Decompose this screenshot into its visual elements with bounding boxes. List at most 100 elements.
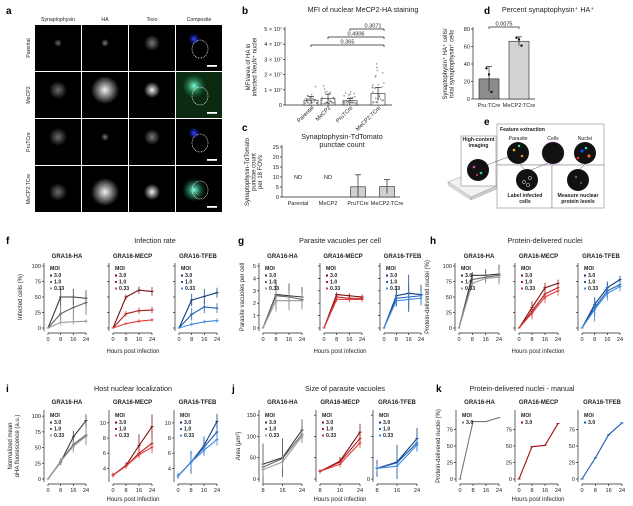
x-tick-label: 16 [286,337,292,343]
y-tick-label: 8 [103,436,106,442]
subplot-title: GRA16-HA [464,400,495,406]
x-tick-label: MeCP2 [315,105,332,122]
y-tick-label: 150 [247,413,256,419]
x-tick-label: 8 [335,337,338,343]
data-point [383,82,385,84]
legend-marker [265,421,267,424]
legend-entry: 3.0 [588,420,595,426]
y-tick-label: 40 [464,62,470,68]
chart-title: Host nuclear localization [94,384,172,393]
y-tick-label: 10 [165,421,171,427]
data-point [347,94,350,96]
chart-i: Host nuclear localization Hours post infe… [8,384,220,503]
workflow-arrows [486,156,586,171]
data-point [332,97,335,100]
x-tick-label: 24 [617,337,623,343]
y-tick-label: 2 × 10⁷ [264,72,282,79]
legend-entry: 1.0 [383,427,390,433]
y-axis-label: Normalized mean [8,422,14,469]
legend-title: MOI [180,413,190,419]
legend-marker [115,274,117,277]
significance-bracket [488,26,520,29]
series-line [581,279,621,329]
panel-label-d: d [484,6,490,17]
x-tick-label: 8 [594,488,597,494]
data-point [343,100,345,103]
x-tick-label: PruTCre [347,201,368,207]
nd-label: ND [294,175,302,181]
legend-entry: 3.0 [390,273,397,279]
panel-label-e: e [484,117,490,128]
micrograph-tile [129,25,175,71]
subplot: GRA16-HA 0 25 50 75 100 0 8 16 24 3.01.00.33 MOI [443,254,502,343]
micrograph-tile [176,119,222,165]
x-tick-label: 24 [149,337,155,343]
series-3.0 [382,274,423,329]
y-tick-label: 75 [447,428,453,434]
legend-entry: 1.0 [390,280,397,286]
series-3.0 [46,414,88,480]
x-tick-label: 0 [111,488,114,494]
data-point [347,97,350,99]
y-axis-label: MFI/area of HA in [246,44,252,91]
data-point [355,102,357,105]
data-point [381,72,384,74]
row-label: PruTCre [26,132,32,152]
series-0.33 [517,285,560,329]
legend-marker [461,287,463,290]
legend-marker [326,274,328,277]
legend-marker [584,421,586,424]
data-point [349,93,351,95]
x-tick-label: 0 [176,488,179,494]
chart-g: Parasite vacuoles per cell Hours post inf… [240,236,424,355]
data-point [376,101,379,104]
legend-marker [322,421,324,424]
legend-marker [265,281,267,283]
labeled-cells-image [516,169,538,191]
y-tick-label: 6 [103,451,106,457]
series-0.33 [580,281,622,329]
data-point [353,92,355,95]
x-tick-label: Pru:TCre [478,103,501,109]
y-tick-label: 50 [447,444,453,450]
column-header: Toxo [147,17,158,23]
series-3.0 [111,286,154,329]
series-line [262,300,302,329]
legend-entry: 1.0 [465,280,472,286]
nuclei-channel-image [574,142,596,164]
series-3.0 [458,417,501,480]
data-point [353,101,356,104]
y-tick-label: 75 [35,280,41,286]
legend-title: MOI [461,266,471,272]
y-tick-label: 75 [569,428,575,434]
parasite-channel-label: Parasite [508,136,527,142]
chart-f: Infection rate Hours post infection Infect… [18,236,220,355]
series-1.0 [46,425,88,480]
y-tick-label: 20 [464,80,470,86]
row-label: Parental [26,38,32,57]
data-point [305,99,308,102]
x-tick-label: 0 [322,337,325,343]
x-tick-label: MeCP2:TCre [355,105,382,132]
y-tick-label: 0 [449,326,452,332]
panel-label-f: f [6,236,10,247]
data-point [321,96,323,99]
legend-entry: 1.0 [119,280,126,286]
subplot-title: GRA16-TFEB [583,400,621,406]
legend-marker [584,274,586,277]
legend-title: MOI [115,413,125,419]
y-tick-label: 50 [35,295,41,301]
series-line [581,285,621,329]
workflow-diagram: High-content imaging Feature extraction … [447,123,605,209]
legend-marker [50,428,52,430]
y-tick-label: 2 [253,301,256,307]
data-point [328,92,330,95]
micrograph-tile [35,25,81,71]
data-point [351,99,354,102]
chart-title: Size of parasite vacuoles [305,384,385,393]
legend-entry: 0.33 [269,433,279,439]
y-tick-label: 5 × 10⁷ [264,26,282,33]
x-tick-label: 0 [517,488,520,494]
